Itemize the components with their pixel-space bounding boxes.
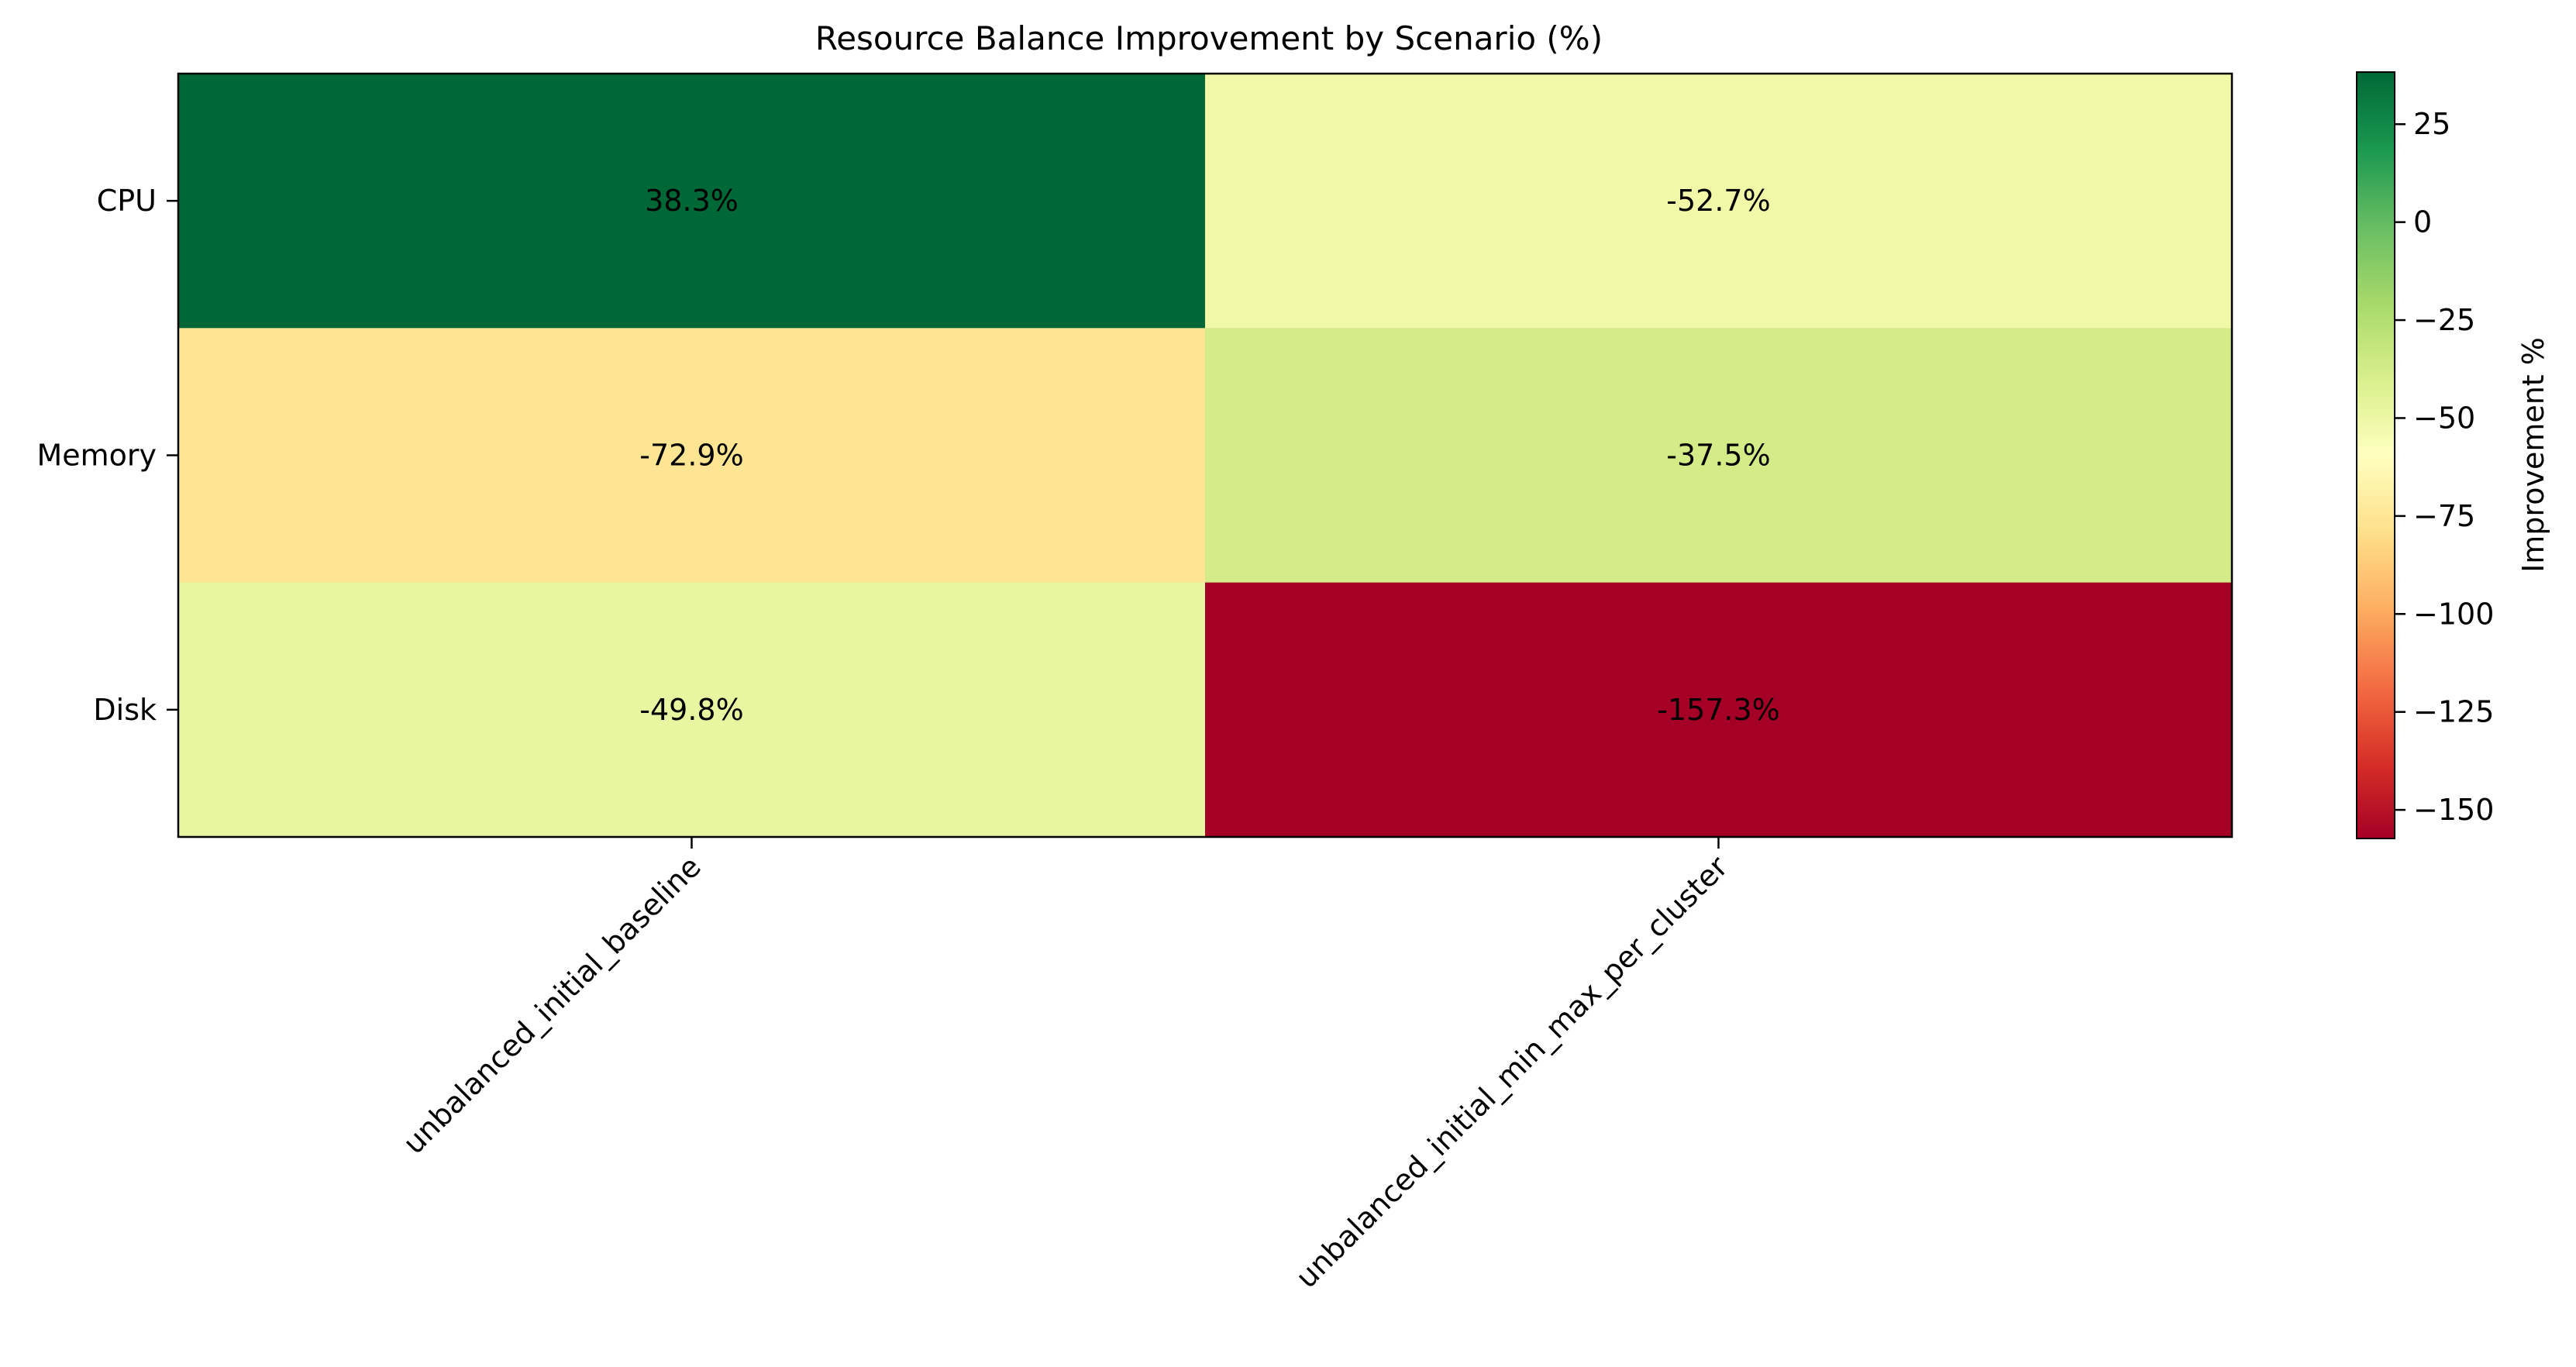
cell-value-label: -37.5%	[1666, 439, 1770, 473]
colorbar-ticks: 25 0 −25 −50 −75 −100 −125 −150	[2395, 107, 2494, 827]
colorbar-gradient	[2356, 71, 2395, 839]
heatmap-cell	[1205, 74, 2233, 329]
cell-value-label: -52.7%	[1666, 184, 1770, 218]
y-tick-label: Memory	[36, 439, 157, 473]
colorbar-tick-label: 25	[2413, 107, 2450, 141]
cell-value-label: -157.3%	[1657, 693, 1780, 727]
chart-title: Resource Balance Improvement by Scenario…	[815, 19, 1603, 57]
x-axis: unbalanced_initial_baseline unbalanced_in…	[397, 837, 1735, 1295]
heatmap-cell	[1205, 328, 2233, 584]
y-tick-label: Disk	[93, 693, 157, 727]
heatmap-cells	[178, 74, 2233, 838]
colorbar-tick-label: 0	[2413, 205, 2432, 239]
cell-value-label: -72.9%	[639, 439, 743, 473]
colorbar-tick-label: −75	[2413, 499, 2475, 533]
colorbar-tick-label: −150	[2413, 793, 2494, 827]
colorbar-tick-label: −25	[2413, 303, 2475, 337]
y-axis: CPU Memory Disk	[36, 184, 178, 727]
colorbar-tick-label: −100	[2413, 597, 2494, 631]
heatmap-cell	[178, 582, 1206, 838]
heatmap-cell	[1205, 582, 2233, 838]
heatmap-cell	[178, 74, 1206, 329]
heatmap-cell	[178, 328, 1206, 584]
cell-value-label: -49.8%	[639, 693, 743, 727]
colorbar-tick-label: −50	[2413, 401, 2475, 435]
x-tick-label: unbalanced_initial_baseline	[397, 849, 708, 1160]
colorbar-label: Improvement %	[2516, 337, 2550, 573]
x-tick-label: unbalanced_initial_min_max_per_cluster	[1290, 849, 1735, 1295]
heatmap-cell-labels: 38.3% -52.7% -72.9% -37.5% -49.8% -157.3%	[639, 184, 1780, 727]
y-tick-label: CPU	[97, 184, 157, 218]
colorbar-tick-label: −125	[2413, 695, 2494, 729]
colorbar: 25 0 −25 −50 −75 −100 −125 −150 Improvement %	[2356, 71, 2550, 839]
cell-value-label: 38.3%	[645, 184, 739, 218]
